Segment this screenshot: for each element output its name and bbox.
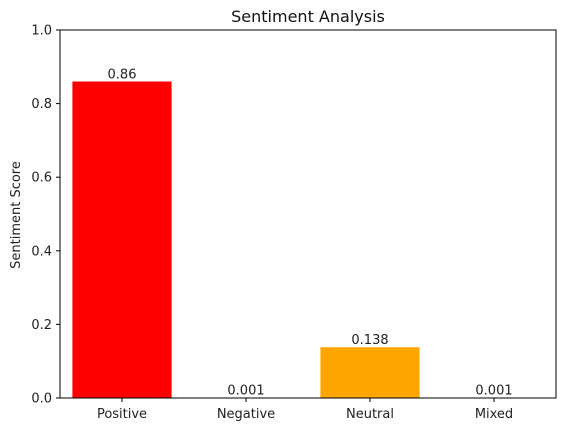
bar-positive [72,81,172,399]
y-tick-label: 0.8 [31,97,52,112]
x-tick-label-mixed: Mixed [475,407,513,422]
y-tick-label: 0.6 [31,171,52,186]
data-label-negative: 0.001 [227,384,264,399]
data-labels-group: 0.86 0.001 0.138 0.001 [108,68,513,399]
y-tick-label: 0.2 [31,318,52,333]
x-tick-label-neutral: Neutral [346,407,394,422]
y-tick-label: 0.0 [31,392,52,407]
y-axis-label: Sentiment Score [9,161,24,269]
x-tick-label-negative: Negative [217,407,275,422]
plot-frame [59,29,557,399]
data-label-mixed: 0.001 [475,384,512,399]
x-tick-label-positive: Positive [97,407,147,422]
chart-title: Sentiment Analysis [231,7,385,26]
y-tick-label: 0.4 [31,244,52,259]
bar-neutral [320,347,420,398]
data-label-neutral: 0.138 [351,333,388,348]
y-tick-label: 1.0 [31,24,52,39]
y-ticks-group: 0.0 0.2 0.4 0.6 0.8 1.0 [31,24,60,407]
data-label-positive: 0.86 [108,68,137,83]
bars-group [72,81,544,399]
x-ticks-group: Positive Negative Neutral Mixed [97,398,513,422]
